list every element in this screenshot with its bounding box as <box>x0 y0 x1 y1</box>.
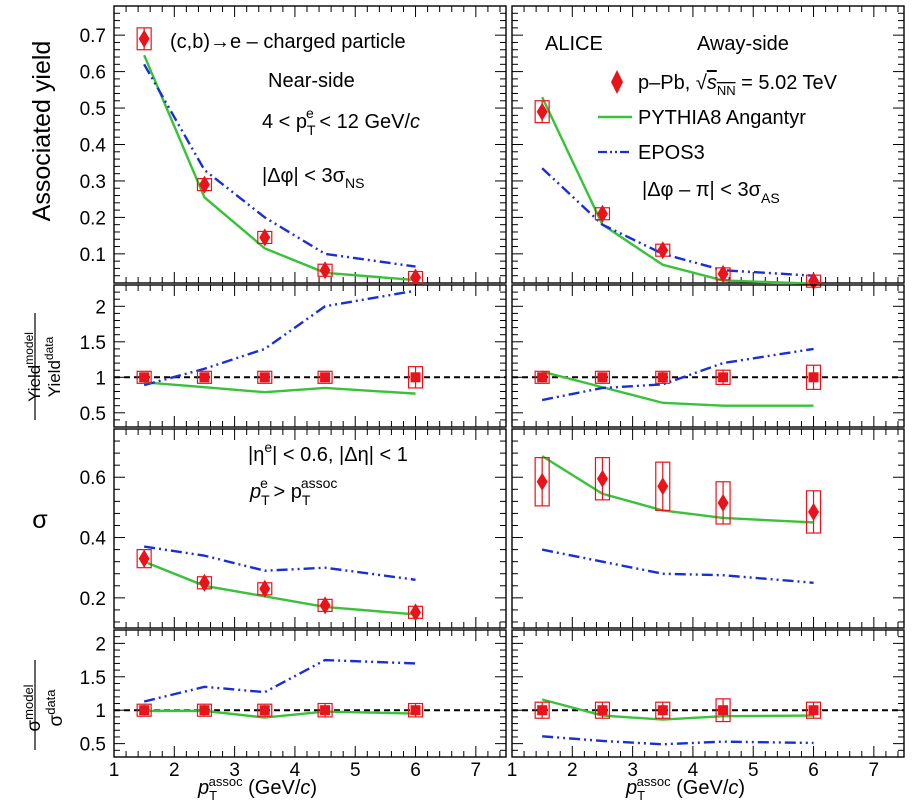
annotation-as-cut: |Δφ – π| < 3σAS <box>642 179 780 206</box>
y-tick-label: 0.4 <box>80 136 107 157</box>
data-point <box>411 705 421 715</box>
y-tick-label: 0.3 <box>80 172 106 193</box>
legend-data-label: p–Pb, √sNN = 5.02 TeV <box>638 72 838 98</box>
data-point <box>320 372 330 382</box>
x-tick-label: 7 <box>869 760 880 781</box>
annotation-pt-order: pTe > pTassoc <box>249 475 337 508</box>
y-tick-label: 0.6 <box>80 63 106 84</box>
epos-line <box>542 736 813 744</box>
data-point <box>809 705 819 715</box>
panel-near-side-yield-ratio: 0.5 1 1.5 2 <box>80 285 506 427</box>
pythia-line <box>144 382 415 393</box>
data-point <box>139 372 149 382</box>
svg-text:Yielddata: Yielddata <box>42 336 64 397</box>
panel-away-side-yield-ratio <box>512 285 904 427</box>
y-tick-label: 2 <box>95 297 106 318</box>
legend: p–Pb, √sNN = 5.02 TeV PYTHIA8 Angantyr E… <box>598 70 838 164</box>
data-point <box>537 473 548 491</box>
legend-epos-label: EPOS3 <box>638 142 705 164</box>
y-tick-label: 1 <box>95 701 106 722</box>
x-tick-label: 2 <box>169 760 180 781</box>
data-point <box>199 705 209 715</box>
y-tick-label: 0.5 <box>80 404 106 425</box>
xlabel-right: pTassoc (GeV/c) <box>625 774 745 803</box>
x-tick-label: 6 <box>410 760 421 781</box>
data-point <box>718 372 728 382</box>
data-point <box>658 705 668 715</box>
data-point <box>597 470 608 488</box>
y-tick-label: 2 <box>95 634 106 655</box>
data-point <box>597 705 607 715</box>
annotation-near-side: Near-side <box>268 70 355 92</box>
panel-frame <box>512 429 904 628</box>
x-tick-label: 1 <box>507 760 518 781</box>
svg-text:σmodel: σmodel <box>21 684 45 731</box>
y-tick-label: 1.5 <box>80 668 106 689</box>
x-tick-label: 2 <box>567 760 578 781</box>
annotation-ns-cut: |Δφ| < 3σNS <box>262 165 364 191</box>
panel-frame <box>114 285 506 427</box>
ylabel-associated-yield: Associated yield <box>28 41 56 222</box>
data-point <box>199 372 209 382</box>
y-tick-label: 1.5 <box>80 333 106 354</box>
data-point <box>139 550 150 568</box>
y-tick-label: 0.2 <box>80 208 106 229</box>
data-point <box>718 705 728 715</box>
data-point <box>411 372 421 382</box>
data-point <box>537 372 547 382</box>
panel-away-side-width <box>512 429 904 628</box>
data-point <box>658 372 668 382</box>
xlabel-left: pTassoc (GeV/c) <box>197 774 317 803</box>
x-tick-label: 6 <box>808 760 819 781</box>
panel-near-side-width-ratio: 1 2 3 4 5 6 70.511.52 <box>80 630 506 781</box>
annotation-away-side: Away-side <box>697 33 789 55</box>
svg-text:Yieldmodel: Yieldmodel <box>22 332 44 402</box>
annotation-eta-cut: |ηe| < 0.6, |Δη| < 1 <box>248 439 408 466</box>
data-point <box>320 705 330 715</box>
data-point <box>537 705 547 715</box>
data-point <box>597 372 607 382</box>
sqrt-sign: √ <box>696 72 707 94</box>
data-point <box>718 494 729 512</box>
data-point <box>808 503 819 521</box>
data-point <box>139 705 149 715</box>
ylabel-yield-ratio: Yieldmodel Yielddata <box>22 313 64 420</box>
data-point <box>260 705 270 715</box>
y-tick-label: 0.5 <box>80 99 106 120</box>
pythia-line <box>144 711 415 718</box>
data-point <box>809 372 819 382</box>
y-tick-label: 0.7 <box>80 26 106 47</box>
panel-away-side-width-ratio: 1 2 3 4 5 6 7 <box>507 630 904 781</box>
data-point <box>657 477 668 495</box>
data-point <box>139 30 150 48</box>
y-tick-label: 0.5 <box>80 735 106 756</box>
epos-line <box>542 349 813 400</box>
y-tick-label: 0.6 <box>80 468 106 489</box>
y-tick-label: 1 <box>95 368 106 389</box>
legend-pythia-label: PYTHIA8 Angantyr <box>638 107 806 129</box>
epos-line <box>542 550 813 583</box>
epos-line <box>144 547 415 580</box>
x-tick-label: 5 <box>748 760 759 781</box>
x-tick-label: 5 <box>350 760 361 781</box>
data-point <box>260 372 270 382</box>
epos-line <box>144 660 415 701</box>
x-tick-label: 1 <box>109 760 120 781</box>
pythia-line <box>542 456 813 522</box>
epos-line <box>144 291 415 385</box>
svg-text:σdata: σdata <box>43 689 67 727</box>
y-tick-label: 0.4 <box>80 529 107 550</box>
y-tick-label: 0.2 <box>80 589 106 610</box>
annotation-process: (c,b)→e – charged particle <box>170 31 406 53</box>
legend-data-marker <box>611 70 623 94</box>
x-tick-label: 7 <box>471 760 482 781</box>
ylabel-sigma-ratio: σmodel σdata <box>21 660 67 750</box>
annotation-pt-range: 4 < pTe < 12 GeV/c <box>262 105 420 138</box>
y-tick-label: 0.1 <box>80 245 106 266</box>
annotation-alice: ALICE <box>545 33 603 55</box>
ylabel-sigma: σ <box>32 506 48 534</box>
